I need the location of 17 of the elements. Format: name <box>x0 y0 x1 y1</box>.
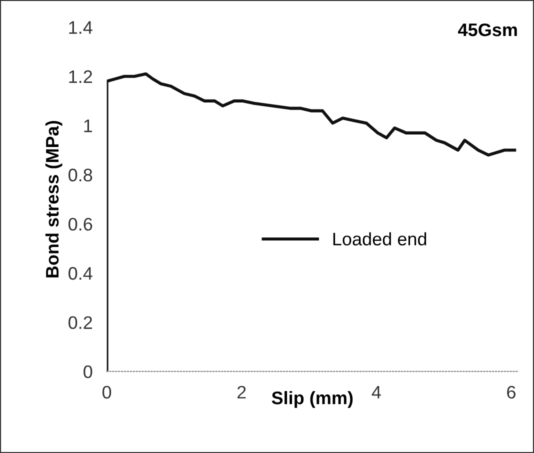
y-tick-label: 1 <box>84 120 92 132</box>
y-tick-label: 0.6 <box>68 218 92 231</box>
y-tick-label: 0.4 <box>68 267 92 280</box>
x-tick-label: 4 <box>372 386 381 398</box>
y-axis-title: Bond stress (MPa) <box>45 120 62 278</box>
y-tick-label: 1.4 <box>69 21 92 34</box>
x-axis-title: Slip (mm) <box>272 391 353 408</box>
chart-title: 45Gsm <box>458 23 517 36</box>
y-tick-label: 0 <box>84 365 92 378</box>
y-tick-label: 0.8 <box>68 168 92 182</box>
x-tick-label: 6 <box>507 386 516 399</box>
legend-label: Loaded end <box>333 232 426 246</box>
y-tick-label: 1.2 <box>69 70 92 83</box>
x-tick-label: 2 <box>238 386 246 398</box>
line-series <box>106 72 516 372</box>
y-tick-label: 0.2 <box>68 316 92 329</box>
x-tick-label: 0 <box>102 386 112 399</box>
